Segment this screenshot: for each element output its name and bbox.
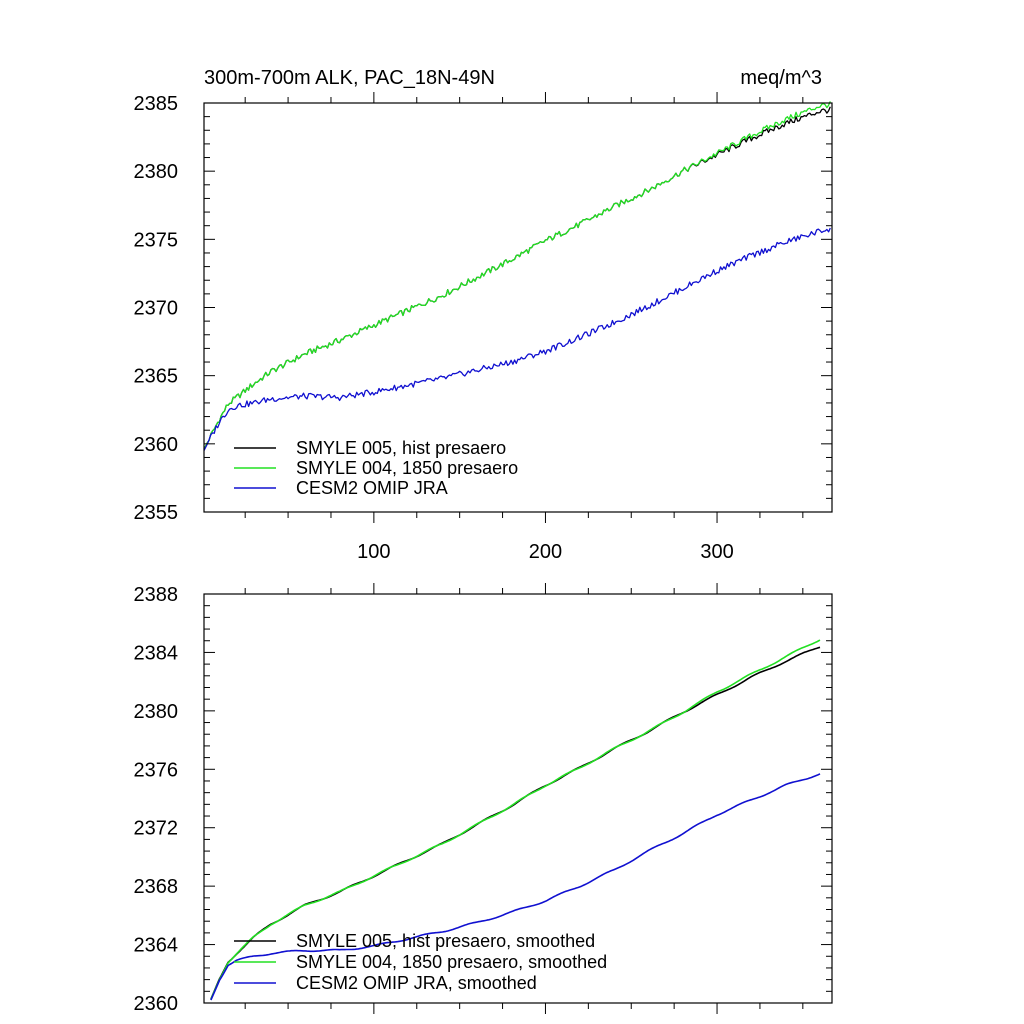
top-panel-title: 300m-700m ALK, PAC_18N-49N xyxy=(204,67,495,89)
y-tick-label: 2380 xyxy=(134,161,179,183)
legend-label-0: SMYLE 005, hist presaero, smoothed xyxy=(296,931,595,951)
series-line-1 xyxy=(210,639,821,1000)
top-panel: 300m-700m ALK, PAC_18N-49N meq/m^3 2355 2… xyxy=(134,67,833,563)
x-tick-label: 300 xyxy=(700,541,733,563)
x-tick-label: 200 xyxy=(529,541,562,563)
y-tick-label: 2364 xyxy=(134,935,179,957)
y-tick-label: 2375 xyxy=(134,229,179,251)
y-tick-label: 2370 xyxy=(134,298,179,320)
y-tick-label: 2365 xyxy=(134,366,179,388)
legend-label-1: SMYLE 004, 1850 presaero, smoothed xyxy=(296,952,607,972)
y-tick-label: 2360 xyxy=(134,434,179,456)
legend-label-1: SMYLE 004, 1850 presaero xyxy=(296,458,518,478)
legend-label-2: CESM2 OMIP JRA, smoothed xyxy=(296,973,537,993)
bottom-panel-legend: SMYLE 005, hist presaero, smoothedSMYLE … xyxy=(234,931,607,993)
top-panel-units: meq/m^3 xyxy=(740,67,822,89)
x-tick-label: 100 xyxy=(357,541,390,563)
series-line-2 xyxy=(203,227,831,451)
legend-label-2: CESM2 OMIP JRA xyxy=(296,478,448,498)
plot-frame xyxy=(203,593,833,1004)
series-line-1 xyxy=(203,101,831,450)
y-tick-label: 2384 xyxy=(134,642,179,664)
y-tick-label: 2388 xyxy=(134,584,179,606)
y-tick-label: 2380 xyxy=(134,701,179,723)
y-tick-label: 2376 xyxy=(134,759,179,781)
y-tick-label: 2372 xyxy=(134,818,179,840)
y-tick-label: 2360 xyxy=(134,993,179,1015)
series-line-2 xyxy=(210,773,821,1001)
legend-label-0: SMYLE 005, hist presaero xyxy=(296,438,506,458)
bottom-panel: 2360 2364 2368 2372 2376 2380 2384 2388 SMYLE 0… xyxy=(134,583,833,1015)
y-tick-label: 2368 xyxy=(134,876,179,898)
y-tick-label: 2385 xyxy=(134,93,179,115)
y-tick-label: 2355 xyxy=(134,502,179,524)
